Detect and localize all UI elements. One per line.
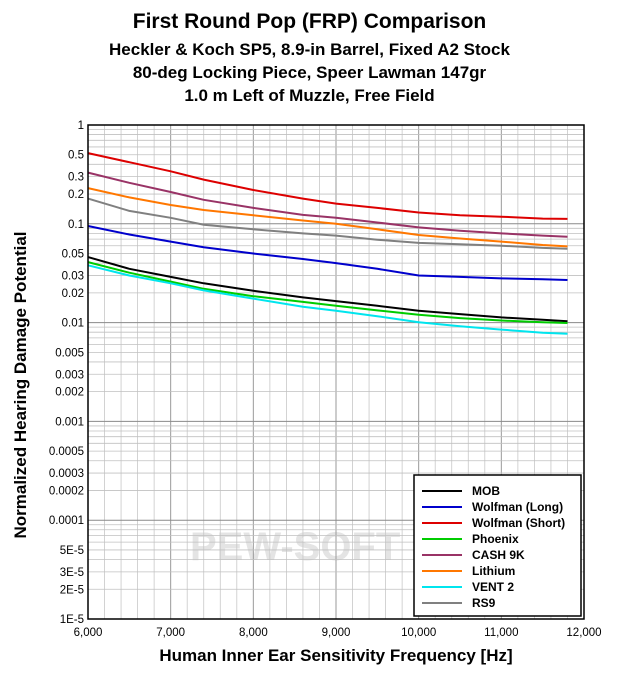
y-tick-label: 0.5 bbox=[68, 150, 84, 162]
y-tick-label: 0.005 bbox=[55, 347, 84, 359]
y-tick-label: 0.0001 bbox=[49, 515, 84, 527]
y-tick-label: 2E-5 bbox=[60, 584, 84, 596]
x-tick-label: 7,000 bbox=[156, 627, 185, 639]
legend: MOB Wolfman (Long) Wolfman (Short) Phoenix C… bbox=[413, 474, 582, 617]
y-tick-label: 0.003 bbox=[55, 369, 84, 381]
x-tick-label: 11,000 bbox=[484, 627, 518, 639]
watermark: PEW-SOFT bbox=[190, 525, 400, 569]
series-line-phoenix bbox=[87, 261, 568, 324]
series-line-mob bbox=[87, 256, 568, 323]
y-tick-label: 0.05 bbox=[62, 249, 84, 261]
series-line-lithium bbox=[87, 187, 568, 248]
y-tick-label: 0.0005 bbox=[49, 446, 84, 458]
series-line-vent-2 bbox=[87, 264, 568, 335]
y-axis-label: Normalized Hearing Damage Potential bbox=[11, 231, 30, 539]
y-tick-label: 0.0002 bbox=[49, 485, 84, 497]
y-tick-label: 0.0003 bbox=[49, 468, 84, 480]
y-tick-label: 1 bbox=[78, 120, 84, 132]
watermark-text: PEW-SOFT bbox=[190, 525, 400, 569]
x-tick-labels: 6,000 7,000 8,000 9,000 10,000 11,000 12,000 bbox=[74, 627, 602, 639]
x-tick-label: 6,000 bbox=[74, 627, 103, 639]
legend-label: RS9 bbox=[472, 596, 496, 610]
plot-frame bbox=[87, 124, 585, 620]
y-tick-label: 0.1 bbox=[68, 219, 84, 231]
series-line-cash-9k bbox=[87, 171, 568, 238]
x-tick-label: 8,000 bbox=[239, 627, 268, 639]
chart-subtitle-3: 1.0 m Left of Muzzle, Free Field bbox=[184, 86, 435, 105]
chart-subtitle-2: 80-deg Locking Piece, Speer Lawman 147gr bbox=[132, 63, 487, 82]
y-tick-label: 3E-5 bbox=[60, 567, 84, 579]
y-tick-label: 0.3 bbox=[68, 172, 84, 184]
legend-label: Lithium bbox=[472, 564, 515, 578]
legend-label: VENT 2 bbox=[472, 580, 514, 594]
x-tick-label: 9,000 bbox=[322, 627, 351, 639]
grid bbox=[88, 125, 584, 619]
series-line-wolfman-long bbox=[87, 225, 568, 281]
chart-subtitle-1: Heckler & Koch SP5, 8.9-in Barrel, Fixed… bbox=[109, 40, 510, 59]
y-tick-label: 0.002 bbox=[55, 387, 84, 399]
y-tick-labels: 1 0.5 0.3 0.2 0.1 0.05 0.03 0.02 0.01 0.005 0.003 0… bbox=[49, 120, 84, 626]
y-tick-label: 5E-5 bbox=[60, 545, 84, 557]
x-tick-label: 12,000 bbox=[566, 627, 601, 639]
legend-label: Wolfman (Long) bbox=[472, 500, 563, 514]
legend-label: MOB bbox=[472, 484, 500, 498]
y-tick-label: 0.001 bbox=[55, 416, 84, 428]
x-axis-label: Human Inner Ear Sensitivity Frequency [H… bbox=[159, 646, 513, 665]
y-tick-label: 0.01 bbox=[62, 318, 84, 330]
legend-label: Wolfman (Short) bbox=[472, 516, 565, 530]
legend-box bbox=[413, 474, 582, 617]
y-tick-label: 0.03 bbox=[62, 270, 84, 282]
series-line-rs9 bbox=[87, 197, 568, 250]
series-lines bbox=[87, 152, 568, 335]
legend-label: Phoenix bbox=[472, 532, 519, 546]
legend-label: CASH 9K bbox=[472, 548, 525, 562]
x-tick-label: 10,000 bbox=[401, 627, 436, 639]
series-line-wolfman-short bbox=[87, 152, 568, 220]
chart-title: First Round Pop (FRP) Comparison bbox=[132, 10, 487, 33]
y-tick-label: 0.2 bbox=[68, 189, 84, 201]
y-tick-label: 0.02 bbox=[62, 288, 84, 300]
y-tick-label: 1E-5 bbox=[60, 614, 84, 626]
